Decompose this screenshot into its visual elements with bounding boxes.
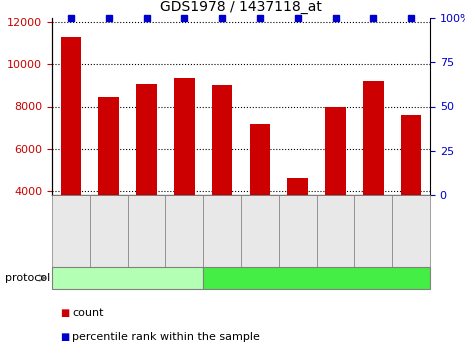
Bar (98, 97, 119, 195)
Text: GSM92228: GSM92228 (331, 207, 340, 255)
Text: GSM92225: GSM92225 (218, 207, 226, 255)
Text: count: count (72, 308, 104, 318)
Bar (212, 86, 232, 195)
Text: GSM92229: GSM92229 (369, 207, 378, 255)
Text: ■: ■ (60, 308, 70, 318)
Text: protocol: protocol (5, 273, 50, 283)
Title: GDS1978 / 1437118_at: GDS1978 / 1437118_at (160, 0, 322, 14)
Text: ■: ■ (60, 332, 70, 342)
Text: basonuclin knockdown: basonuclin knockdown (253, 273, 380, 283)
Text: GSM92221: GSM92221 (66, 207, 75, 255)
Bar (325, 107, 346, 195)
Text: GSM92230: GSM92230 (406, 207, 416, 256)
Bar (136, 85, 157, 195)
Bar (174, 78, 195, 195)
Bar (401, 115, 421, 195)
Bar (250, 125, 270, 195)
Text: percentile rank within the sample: percentile rank within the sample (72, 332, 260, 342)
Bar (363, 81, 384, 195)
Text: GSM92224: GSM92224 (180, 207, 189, 255)
Text: GSM92223: GSM92223 (142, 207, 151, 255)
Text: GSM92227: GSM92227 (293, 207, 302, 255)
Text: control: control (108, 273, 147, 283)
Text: GSM92222: GSM92222 (104, 207, 113, 255)
Text: GSM92226: GSM92226 (255, 207, 265, 255)
Bar (287, 178, 308, 195)
Bar (60, 37, 81, 195)
